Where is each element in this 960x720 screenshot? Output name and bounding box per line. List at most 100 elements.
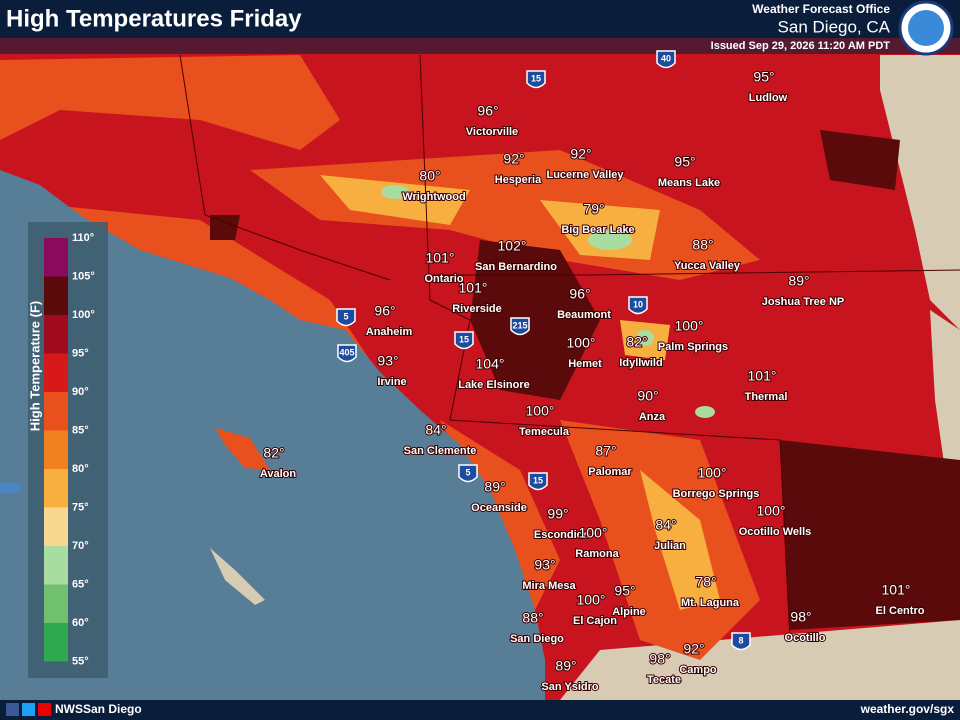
title: High Temperatures Friday	[6, 5, 302, 32]
city-temperature: 98°	[649, 651, 670, 667]
city-temperature: 101°	[748, 368, 777, 384]
city-temperature: 101°	[426, 250, 455, 266]
cool-zones	[381, 185, 715, 418]
legend-swatch	[44, 392, 68, 431]
county-borders	[179, 54, 960, 641]
youtube-icon[interactable]	[38, 703, 51, 716]
city-name: Anaheim	[366, 326, 413, 338]
city-temperature: 92°	[503, 151, 524, 167]
city-name: San Ysidro	[541, 681, 599, 693]
city-name: Ocotillo Wells	[739, 526, 812, 538]
ocean	[0, 170, 545, 700]
city-name: Joshua Tree NP	[762, 296, 845, 308]
mexico-terrain	[560, 620, 960, 700]
city-name: Avalon	[260, 468, 297, 480]
city-temperature: 100°	[577, 592, 606, 608]
footer-bar	[0, 700, 960, 720]
city-temperature: 89°	[788, 273, 809, 289]
city-temperature: 102°	[498, 238, 527, 254]
highway-number: 40	[661, 53, 671, 63]
city-name: Temecula	[519, 426, 570, 438]
city-temperature: 100°	[567, 335, 596, 351]
city-name: Ludlow	[749, 92, 788, 104]
island	[0, 482, 22, 494]
city-name: Lake Elsinore	[458, 379, 530, 391]
highway-number: 8	[738, 635, 743, 645]
city-name: Idyllwild	[619, 357, 662, 369]
city-temperature: 96°	[569, 286, 590, 302]
legend-label: 70°	[72, 540, 89, 552]
legend-label: 95°	[72, 347, 89, 359]
legend-swatch	[44, 584, 68, 623]
highway-shield	[526, 70, 546, 89]
city-name: Palm Springs	[658, 341, 728, 353]
hot-zones	[210, 130, 960, 630]
city-temperature: 82°	[626, 334, 647, 350]
city-name: San Diego	[510, 633, 564, 645]
highway-shield	[337, 344, 357, 363]
city-temperature: 79°	[583, 201, 604, 217]
city-name: San Bernardino	[475, 261, 557, 273]
url[interactable]: weather.gov/sgx	[860, 702, 955, 716]
account[interactable]: NWSSan Diego	[55, 702, 142, 716]
city-temperature: 100°	[757, 503, 786, 519]
legend-swatch	[44, 623, 68, 662]
highway-shield	[336, 308, 356, 327]
city-name: Anza	[639, 411, 666, 423]
city-temperature: 98°	[790, 609, 811, 625]
facebook-icon[interactable]	[6, 703, 19, 716]
city-temperature: 100°	[698, 465, 727, 481]
nws-logo-inner	[908, 10, 944, 46]
legend-swatch	[44, 546, 68, 585]
city-name: Beaumont	[557, 309, 611, 321]
city-name: Means Lake	[658, 177, 720, 189]
legend-swatch	[44, 276, 68, 315]
city-temperature: 100°	[526, 403, 555, 419]
city-temperature: 93°	[377, 353, 398, 369]
location: San Diego, CA	[778, 17, 891, 36]
highway-number: 405	[339, 347, 354, 357]
city-name: Wrightwood	[402, 191, 465, 203]
city-temperature: 84°	[425, 422, 446, 438]
legend-label: 110°	[72, 232, 94, 244]
highway-number: 5	[343, 311, 348, 321]
city-temperature: 92°	[683, 641, 704, 657]
city-name: Ocotillo	[785, 632, 826, 644]
city-name: Campo	[679, 664, 717, 676]
city-name: Victorville	[466, 126, 518, 138]
legend-label: 85°	[72, 424, 89, 436]
city-name: Lucerne Valley	[546, 169, 624, 181]
city-temperature: 88°	[692, 237, 713, 253]
legend-swatch	[44, 353, 68, 392]
highway-shield	[656, 50, 676, 69]
city-temperature: 99°	[547, 506, 568, 522]
city-temperature: 101°	[882, 582, 911, 598]
city-temperature: 78°	[695, 574, 716, 590]
highway-shield	[731, 632, 751, 651]
city-temperature: 101°	[459, 280, 488, 296]
legend-label: 80°	[72, 463, 89, 475]
highway-number: 15	[531, 73, 541, 83]
mild-zones	[320, 175, 720, 610]
city-name: Mt. Laguna	[681, 597, 740, 609]
city-temperature: 89°	[484, 479, 505, 495]
highway-shield	[528, 472, 548, 491]
highway-number: 215	[512, 320, 527, 330]
city-temperature: 93°	[534, 557, 555, 573]
legend-label: 55°	[72, 655, 89, 667]
highway-shield	[454, 331, 474, 350]
highway-number: 15	[533, 475, 543, 485]
twitter-icon[interactable]	[22, 703, 35, 716]
city-temperature: 82°	[263, 445, 284, 461]
city-name: Ontario	[424, 273, 463, 285]
city-temperature: 95°	[614, 583, 635, 599]
city-temperature: 96°	[477, 103, 498, 119]
city-name: Thermal	[745, 391, 788, 403]
legend-label: 105°	[72, 270, 95, 282]
legend-label: 90°	[72, 386, 89, 398]
legend-label: 65°	[72, 578, 89, 590]
legend-label: 60°	[72, 617, 89, 629]
header-bar	[0, 0, 960, 38]
legend-swatch	[44, 430, 68, 469]
office: Weather Forecast Office	[752, 2, 890, 16]
